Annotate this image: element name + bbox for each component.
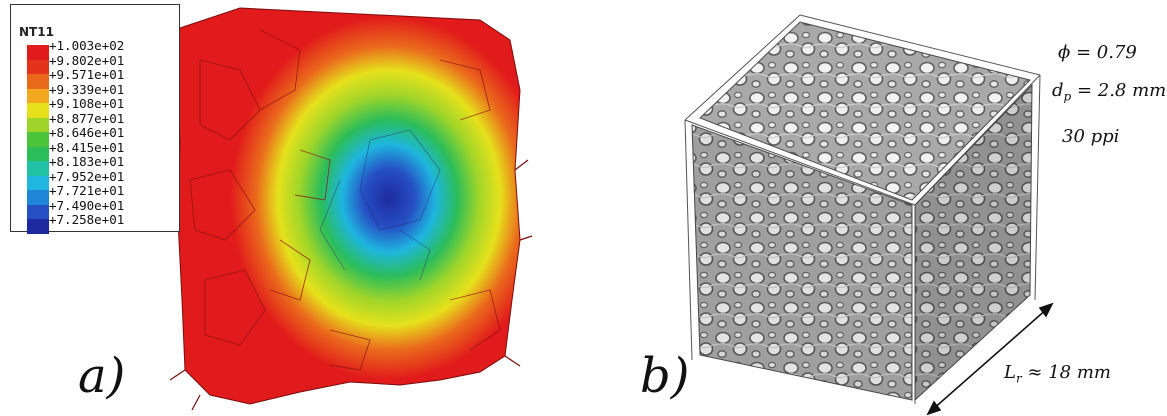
legend-value: +9.571e+01 [49,67,125,82]
legend-title: NT11 [19,25,54,39]
length-dimension-arrow [926,302,1054,416]
length-subscript: r [1015,371,1022,386]
legend-swatch [27,161,49,176]
legend-value: +9.802e+01 [49,52,125,68]
legend-value: +7.490e+01 [49,197,125,213]
legend-swatch [27,74,49,89]
legend-value: +1.003e+02 [49,38,125,53]
legend-swatch [27,219,49,234]
pore-diameter-symbol: d [1052,80,1064,101]
porosity-label: ϕ = 0.79 [1058,42,1137,63]
legend-swatch [27,117,49,132]
legend-value: +7.952e+01 [49,168,125,184]
legend-swatch [27,59,49,74]
legend-swatch [27,190,49,205]
legend-value: +7.258e+01 [49,212,125,227]
legend-swatch [27,45,49,60]
legend-swatch [27,88,49,103]
legend-value: +8.646e+01 [49,125,125,140]
legend-swatch [27,103,49,118]
pore-diameter-label: dp = 2.8 mm [1052,80,1166,104]
ppi-label: 30 ppi [1062,126,1120,147]
color-legend: NT11 +1.003e+02 +9.802e+01 +9.571e+01 +9.33… [10,4,180,234]
legend-swatch [27,175,49,190]
panel-label-a: a) [78,348,126,404]
foam-cube [684,14,1054,416]
porosity-text: ϕ = 0.79 [1058,42,1137,63]
legend-value: +8.415e+01 [49,139,125,155]
legend-value: +9.339e+01 [49,81,125,97]
legend-value: +9.108e+01 [49,96,125,111]
pore-diameter-value: = 2.8 mm [1071,80,1167,101]
length-symbol: L [1004,362,1016,383]
legend-swatch [27,132,49,147]
legend-value: +8.877e+01 [49,110,125,126]
pore-diameter-subscript: p [1063,89,1072,104]
legend-swatch [27,146,49,161]
temperature-field-block [169,7,533,411]
legend-value: +8.183e+01 [49,154,125,169]
legend-swatch [27,204,49,219]
length-value: ≈ 18 mm [1021,362,1111,383]
legend-value: +7.721e+01 [49,183,125,198]
panel-label-b: b) [640,348,690,404]
length-label: Lr ≈ 18 mm [1004,362,1111,386]
